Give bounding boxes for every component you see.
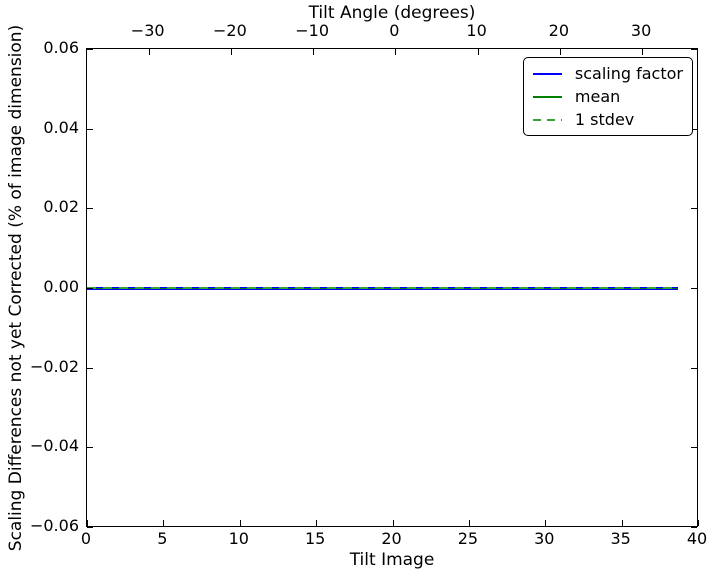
x-tick-label: 35 <box>610 529 631 548</box>
y-tick-mark-right <box>691 367 697 369</box>
x-tick-mark <box>468 520 470 526</box>
legend-line-swatch <box>532 72 562 75</box>
legend-line-swatch <box>532 95 562 98</box>
x-tick-label: 5 <box>157 529 168 548</box>
y-tick-mark-left <box>87 288 93 289</box>
legend: scaling factor mean 1 stdev <box>522 57 693 136</box>
top-x-tick-mark <box>313 49 315 55</box>
x-tick-mark <box>545 520 547 526</box>
plot-area: scaling factor mean 1 stdev <box>86 48 699 528</box>
top-x-tick-label: −20 <box>213 21 247 40</box>
y-tick-mark-right <box>691 288 697 289</box>
top-x-tick-label: 20 <box>548 21 570 40</box>
x-tick-mark <box>239 520 241 526</box>
x-tick-mark <box>316 520 318 526</box>
x-tick-mark <box>163 520 165 526</box>
x-tick-label: 25 <box>457 529 479 548</box>
legend-item: scaling factor <box>532 62 683 85</box>
legend-item: 1 stdev <box>532 108 683 131</box>
top-x-tick-label: −10 <box>295 21 330 40</box>
x-tick-label: 15 <box>304 529 326 548</box>
x-tick-label: 40 <box>686 529 708 548</box>
y-tick-mark-left <box>87 49 93 50</box>
y-tick-mark-left <box>87 128 93 130</box>
y-tick-mark-right <box>691 208 697 210</box>
y-tick-mark-left <box>87 447 93 449</box>
top-x-tick-mark <box>477 49 479 55</box>
top-x-tick-mark <box>395 49 397 55</box>
x-tick-label: 30 <box>534 529 555 548</box>
y-tick-mark-right <box>691 447 697 449</box>
top-x-tick-mark <box>642 49 644 55</box>
top-x-tick-label: 30 <box>630 21 652 40</box>
x-tick-label: 20 <box>381 529 402 548</box>
top-x-tick-mark <box>148 49 150 55</box>
y-tick-mark-left <box>87 527 93 528</box>
stdev-line <box>87 287 678 289</box>
y-tick-mark-right <box>691 527 697 528</box>
x-axis-title: Tilt Image <box>349 550 435 570</box>
x-tick-mark <box>621 520 623 526</box>
top-x-tick-label: 0 <box>389 21 400 40</box>
y-axis-title: Scaling Differences not yet Corrected (%… <box>6 24 26 552</box>
legend-line-swatch <box>532 118 562 121</box>
y-tick-mark-left <box>87 367 93 369</box>
y-tick-label: −0.02 <box>29 356 79 376</box>
x-tick-label: 0 <box>80 529 92 548</box>
x-tick-mark <box>392 520 394 526</box>
legend-label: scaling factor <box>574 64 683 83</box>
top-x-tick-label: 10 <box>466 21 487 40</box>
top-x-tick-mark <box>559 49 561 55</box>
top-x-tick-label: −30 <box>130 21 165 40</box>
legend-label: mean <box>574 87 621 106</box>
legend-item: mean <box>532 85 683 108</box>
top-x-axis-title: Tilt Angle (degrees) <box>308 3 476 23</box>
x-tick-label: 10 <box>228 529 249 548</box>
top-x-tick-mark <box>230 49 232 55</box>
y-tick-label: 0.02 <box>43 197 79 217</box>
y-tick-label: −0.06 <box>29 516 79 535</box>
y-tick-label: 0.06 <box>43 38 79 57</box>
x-tick-mark <box>698 520 699 526</box>
legend-label: 1 stdev <box>574 110 635 129</box>
y-tick-label: −0.04 <box>29 436 79 456</box>
y-tick-mark-right <box>691 128 697 130</box>
x-tick-mark <box>87 520 88 526</box>
y-tick-mark-right <box>691 49 697 50</box>
y-tick-label: 0.00 <box>43 277 79 296</box>
y-tick-label: 0.04 <box>43 117 79 137</box>
y-tick-mark-left <box>87 208 93 210</box>
